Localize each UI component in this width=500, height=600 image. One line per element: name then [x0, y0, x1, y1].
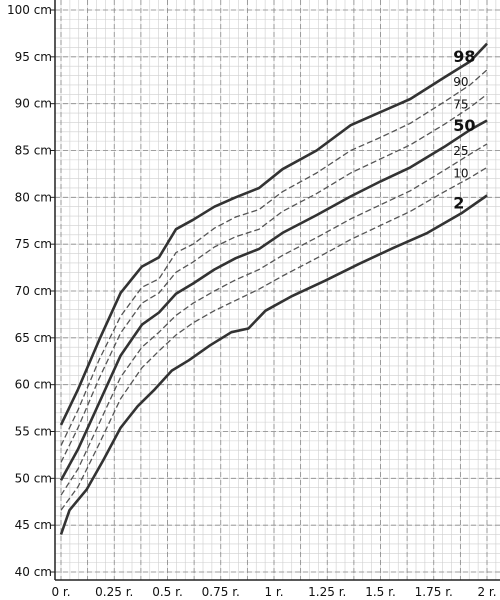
x-tick-label: 0.25 r. [95, 585, 133, 599]
series-label-p90: 90 [453, 75, 468, 89]
x-tick-label: 1.25 r. [308, 585, 346, 599]
y-tick-label: 75 cm [15, 237, 52, 251]
chart-labels: 98 90 75 50 25 10 2 [453, 47, 475, 212]
y-tick-label: 55 cm [15, 425, 52, 439]
series-line-p2 [59, 194, 488, 535]
series-line-p10 [60, 166, 488, 511]
y-tick-label: 40 cm [15, 565, 52, 579]
x-tick-label: 0 r. [51, 585, 70, 599]
y-tick-label: 45 cm [15, 518, 52, 532]
series-line-p98 [59, 42, 488, 426]
series-label-p10: 10 [453, 167, 468, 181]
y-tick-label: 70 cm [15, 284, 52, 298]
y-tick-label: 60 cm [15, 378, 52, 392]
series-line-p25 [60, 143, 488, 496]
x-tick-label: 0.5 r. [152, 585, 183, 599]
x-tick-label: 1.75 r. [415, 585, 453, 599]
series-line-p50 [59, 119, 488, 481]
series-line-p90 [60, 69, 488, 446]
series-label-p98: 98 [453, 47, 475, 66]
series-label-p50: 50 [453, 116, 475, 135]
y-tick-label: 80 cm [15, 190, 52, 204]
y-tick-label: 95 cm [15, 50, 52, 64]
y-tick-label: 65 cm [15, 331, 52, 345]
x-tick-label: 1.5 r. [365, 585, 396, 599]
y-tick-label: 100 cm [7, 3, 52, 17]
chart-axes: 40 cm 45 cm 50 cm 55 cm 60 cm 65 cm 70 cm 75 cm… [7, 0, 500, 599]
x-tick-label: 1 r. [264, 585, 283, 599]
series-label-p75: 75 [453, 97, 468, 111]
series-label-p25: 25 [453, 144, 468, 158]
series-label-p2: 2 [453, 193, 464, 212]
chart-series-lines [59, 42, 488, 535]
y-tick-label: 50 cm [15, 471, 52, 485]
x-tick-label: 0.75 r. [202, 585, 240, 599]
chart-grid [55, 0, 500, 580]
y-tick-label: 85 cm [15, 144, 52, 158]
y-tick-label: 90 cm [15, 97, 52, 111]
x-tick-label: 2 r. [477, 585, 496, 599]
